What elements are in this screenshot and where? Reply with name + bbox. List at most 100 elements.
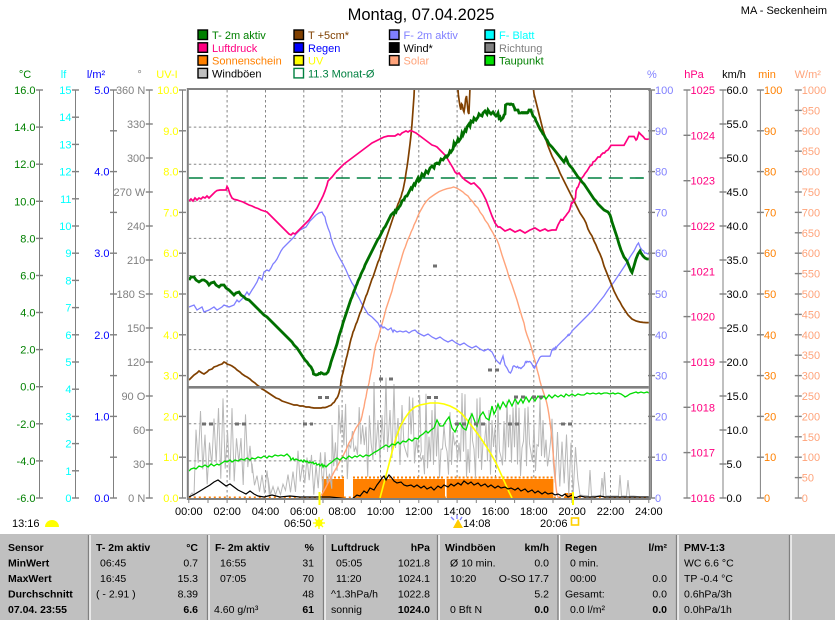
svg-text:4.0: 4.0 bbox=[163, 330, 178, 342]
svg-text:6: 6 bbox=[65, 330, 71, 342]
svg-text:800: 800 bbox=[802, 167, 820, 179]
svg-text:14.0: 14.0 bbox=[14, 122, 35, 134]
svg-text:200: 200 bbox=[802, 411, 820, 423]
svg-text:1: 1 bbox=[65, 466, 71, 478]
svg-text:270 W: 270 W bbox=[114, 187, 146, 199]
svg-text:16:00: 16:00 bbox=[482, 506, 510, 518]
svg-text:900: 900 bbox=[802, 126, 820, 138]
svg-text:5: 5 bbox=[65, 357, 71, 369]
svg-text:18:00: 18:00 bbox=[520, 506, 548, 518]
svg-text:60: 60 bbox=[655, 248, 667, 260]
svg-text:22:00: 22:00 bbox=[597, 506, 625, 518]
svg-text:10.0: 10.0 bbox=[157, 85, 178, 97]
svg-text:14:08: 14:08 bbox=[463, 518, 491, 530]
svg-text:6.6: 6.6 bbox=[183, 604, 198, 616]
svg-text:80: 80 bbox=[655, 167, 667, 179]
svg-text:T- 2m aktiv: T- 2m aktiv bbox=[212, 30, 266, 42]
svg-text:400: 400 bbox=[802, 330, 820, 342]
svg-text:700: 700 bbox=[802, 207, 820, 219]
svg-text:40: 40 bbox=[764, 330, 776, 342]
svg-text:1024.0: 1024.0 bbox=[398, 604, 430, 616]
svg-text:24:00: 24:00 bbox=[635, 506, 663, 518]
svg-text:3.0: 3.0 bbox=[163, 371, 178, 383]
svg-text:00:00: 00:00 bbox=[570, 573, 596, 585]
svg-text:10.0: 10.0 bbox=[14, 196, 35, 208]
svg-text:02:00: 02:00 bbox=[213, 506, 241, 518]
svg-text:0.0hPa/1h: 0.0hPa/1h bbox=[684, 604, 732, 616]
svg-text:0.0: 0.0 bbox=[94, 493, 109, 505]
svg-text:0: 0 bbox=[655, 493, 661, 505]
svg-text:90: 90 bbox=[764, 126, 776, 138]
svg-text:0.0: 0.0 bbox=[163, 493, 178, 505]
svg-text:9.0: 9.0 bbox=[163, 126, 178, 138]
svg-text:31: 31 bbox=[302, 558, 314, 570]
svg-text:20: 20 bbox=[655, 411, 667, 423]
svg-text:W/m²: W/m² bbox=[795, 69, 822, 81]
svg-text:08:00: 08:00 bbox=[328, 506, 356, 518]
svg-text:0.0: 0.0 bbox=[534, 604, 549, 616]
svg-text:16:45: 16:45 bbox=[100, 573, 126, 585]
svg-text:10:20: 10:20 bbox=[450, 573, 476, 585]
svg-text:1.0: 1.0 bbox=[163, 452, 178, 464]
svg-text:MA - Seckenheim: MA - Seckenheim bbox=[741, 5, 827, 17]
svg-text:55.0: 55.0 bbox=[727, 119, 748, 131]
svg-text:Luftdruck: Luftdruck bbox=[331, 542, 380, 554]
svg-text:5.0: 5.0 bbox=[163, 289, 178, 301]
svg-text:0 Bft N: 0 Bft N bbox=[450, 604, 482, 616]
svg-text:TP -0.4 °C: TP -0.4 °C bbox=[684, 573, 733, 585]
svg-text:min: min bbox=[758, 69, 776, 81]
svg-text:15.0: 15.0 bbox=[727, 391, 748, 403]
svg-text:90 O: 90 O bbox=[121, 391, 145, 403]
svg-text:1019: 1019 bbox=[691, 357, 715, 369]
svg-text:4.0: 4.0 bbox=[94, 167, 109, 179]
svg-text:60.0: 60.0 bbox=[727, 85, 748, 97]
svg-text:F- 2m aktiv: F- 2m aktiv bbox=[404, 30, 459, 42]
svg-text:15.3: 15.3 bbox=[178, 573, 199, 585]
svg-text:90: 90 bbox=[655, 126, 667, 138]
svg-text:Luftdruck: Luftdruck bbox=[212, 43, 258, 55]
svg-text:06:45: 06:45 bbox=[100, 558, 126, 570]
svg-text:35.0: 35.0 bbox=[727, 255, 748, 267]
svg-text:40.0: 40.0 bbox=[727, 221, 748, 233]
svg-text:5.0: 5.0 bbox=[94, 85, 109, 97]
svg-text:250: 250 bbox=[802, 391, 820, 403]
svg-text:40: 40 bbox=[655, 330, 667, 342]
svg-text:06:50: 06:50 bbox=[284, 518, 312, 530]
svg-text:Montag, 07.04.2025: Montag, 07.04.2025 bbox=[348, 6, 495, 24]
svg-text:20:00: 20:00 bbox=[558, 506, 586, 518]
svg-text:500: 500 bbox=[802, 289, 820, 301]
svg-text:300: 300 bbox=[127, 153, 145, 165]
svg-text:360 N: 360 N bbox=[116, 85, 145, 97]
svg-text:km/h: km/h bbox=[524, 542, 549, 554]
svg-text:07.04. 23:55: 07.04. 23:55 bbox=[8, 604, 67, 616]
svg-text:550: 550 bbox=[802, 269, 820, 281]
svg-text:06:00: 06:00 bbox=[290, 506, 318, 518]
svg-text:8: 8 bbox=[65, 275, 71, 287]
svg-text:950: 950 bbox=[802, 105, 820, 117]
svg-text:4: 4 bbox=[65, 384, 71, 396]
svg-text:0: 0 bbox=[65, 493, 71, 505]
svg-text:150: 150 bbox=[802, 432, 820, 444]
svg-text:14: 14 bbox=[59, 112, 71, 124]
svg-text:10: 10 bbox=[764, 452, 776, 464]
svg-text:F- 2m aktiv: F- 2m aktiv bbox=[215, 542, 270, 554]
svg-text:hPa: hPa bbox=[684, 69, 704, 81]
svg-text:1024: 1024 bbox=[691, 130, 715, 142]
svg-text:10: 10 bbox=[655, 452, 667, 464]
svg-text:0.0: 0.0 bbox=[652, 604, 667, 616]
svg-text:15: 15 bbox=[59, 85, 71, 97]
svg-text:30: 30 bbox=[133, 459, 145, 471]
svg-text:Richtung: Richtung bbox=[499, 43, 542, 55]
svg-text:T +5cm*: T +5cm* bbox=[308, 30, 350, 42]
svg-text:30.0: 30.0 bbox=[727, 289, 748, 301]
svg-text:100: 100 bbox=[655, 85, 673, 97]
svg-text:°C: °C bbox=[19, 69, 31, 81]
svg-text:F- Blatt: F- Blatt bbox=[499, 30, 534, 42]
svg-text:0.0: 0.0 bbox=[727, 493, 742, 505]
svg-text:O-SO 17.7: O-SO 17.7 bbox=[499, 573, 549, 585]
svg-text:2.0: 2.0 bbox=[20, 345, 35, 357]
svg-text:80: 80 bbox=[764, 167, 776, 179]
svg-text:1016: 1016 bbox=[691, 493, 715, 505]
svg-text:Windböen: Windböen bbox=[212, 68, 262, 80]
svg-text:8.39: 8.39 bbox=[178, 589, 199, 601]
